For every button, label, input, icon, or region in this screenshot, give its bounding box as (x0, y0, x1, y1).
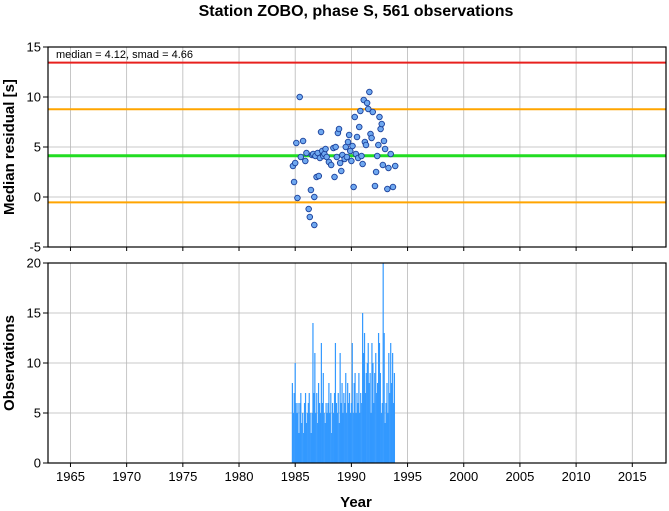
y-tick-label: 10 (27, 356, 41, 371)
residual-point (369, 108, 376, 116)
residual-point (375, 141, 382, 149)
residual-point (332, 143, 339, 151)
y-tick-label: 0 (34, 456, 41, 471)
residual-point (293, 139, 300, 147)
residual-point (368, 134, 375, 142)
residual-point (384, 185, 391, 193)
residual-point (372, 168, 380, 176)
y-tick-label: 5 (34, 140, 41, 155)
residual-point (315, 172, 323, 180)
top-panel-y-ticks: -5 0 5 10 15 (27, 40, 633, 255)
residual-point (391, 162, 399, 170)
x-tick-label: 1985 (281, 469, 310, 484)
top-panel-reference-lines (48, 61, 666, 204)
residual-point (366, 88, 373, 96)
x-tick-label: 2005 (505, 469, 534, 484)
x-tick-label: 1980 (225, 469, 254, 484)
residual-point (322, 145, 329, 153)
bottom-panel-y-ticks: 0 5 10 15 20 (27, 256, 633, 471)
residual-point (302, 157, 309, 165)
residual-point (357, 107, 364, 115)
residual-point (355, 123, 363, 131)
residual-point (345, 131, 353, 139)
residual-point (359, 160, 366, 168)
residual-point (307, 186, 315, 194)
residual-point (344, 138, 352, 146)
residual-point (387, 150, 394, 158)
residual-point (311, 221, 318, 229)
residual-point (358, 152, 365, 160)
top-y-axis-label: Median residual [s] (1, 79, 18, 215)
residual-point (294, 194, 301, 202)
y-tick-label: 15 (27, 40, 41, 55)
residual-point (373, 152, 381, 160)
y-tick-label: 5 (34, 406, 41, 421)
top-panel-grid (48, 46, 666, 248)
residual-point (380, 137, 388, 145)
x-tick-label: 2015 (618, 469, 647, 484)
residual-point (291, 159, 299, 167)
residual-point (349, 142, 356, 150)
stats-annotation: median = 4.12, smad = 4.66 (56, 49, 193, 61)
residual-point (331, 173, 338, 181)
x-tick-label: 2010 (562, 469, 591, 484)
residual-point (303, 149, 310, 157)
residual-point (336, 159, 344, 167)
y-tick-label: 0 (34, 190, 41, 205)
y-tick-label: 10 (27, 90, 41, 105)
residual-point (389, 183, 397, 191)
y-tick-label: -5 (29, 240, 41, 255)
x-tick-label: 1995 (393, 469, 422, 484)
residual-point (385, 164, 392, 172)
residual-point (297, 153, 305, 161)
residual-point (362, 141, 370, 149)
residual-point (371, 182, 379, 190)
x-tick-label: 2000 (449, 469, 478, 484)
y-tick-label: 20 (27, 256, 41, 271)
y-tick-label: 15 (27, 306, 41, 321)
residual-point (333, 153, 341, 161)
residual-point (290, 178, 298, 186)
residual-point (363, 99, 371, 107)
residual-point (353, 133, 361, 141)
residual-point (378, 120, 385, 128)
residual-point (338, 167, 345, 175)
x-tick-label: 1970 (112, 469, 141, 484)
residual-point (364, 105, 372, 113)
x-tick-label: 1975 (168, 469, 197, 484)
residual-point (350, 183, 357, 191)
residual-point (327, 161, 335, 169)
residual-point (305, 205, 312, 213)
residual-point (311, 193, 318, 201)
residual-point (296, 93, 303, 101)
residual-point (351, 113, 359, 121)
chart-title: Station ZOBO, phase S, 561 observations (199, 3, 514, 20)
residual-point (379, 161, 387, 169)
residual-point (348, 157, 355, 165)
residual-point (306, 213, 314, 221)
residual-point (343, 153, 351, 161)
top-panel-points (289, 88, 399, 229)
x-tick-label: 1965 (56, 469, 85, 484)
bottom-panel-bars (291, 263, 396, 463)
residual-point (317, 128, 325, 136)
residual-point (299, 137, 307, 145)
x-tick-label: 1990 (337, 469, 366, 484)
x-axis-label: Year (340, 494, 372, 511)
residual-point (335, 125, 343, 133)
bottom-panel-x-ticks: 1965 1970 1975 1980 1985 1990 1995 2000 2005 2010… (56, 469, 647, 484)
residual-point (381, 145, 389, 153)
residual-point (376, 113, 383, 121)
bottom-y-axis-label: Observations (1, 315, 18, 411)
